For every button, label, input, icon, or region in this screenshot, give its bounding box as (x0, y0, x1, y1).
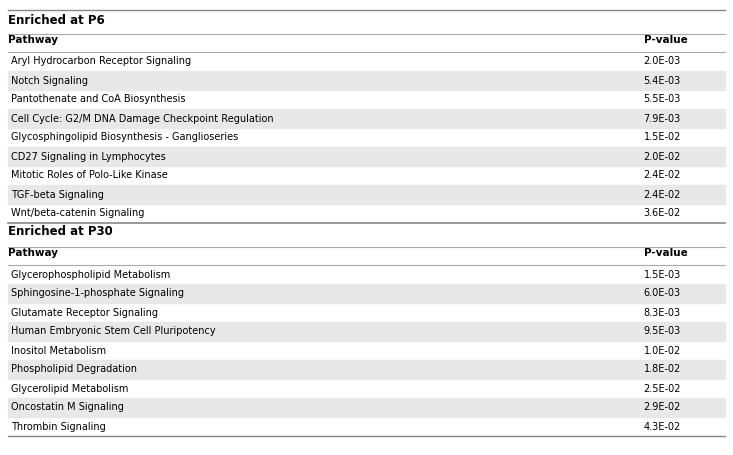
Text: Glycosphingolipid Biosynthesis - Ganglioseries: Glycosphingolipid Biosynthesis - Ganglio… (11, 132, 238, 142)
Text: 6.0E-03: 6.0E-03 (644, 288, 681, 298)
Text: Human Embryonic Stem Cell Pluripotency: Human Embryonic Stem Cell Pluripotency (11, 327, 216, 337)
Bar (8, 322, 725, 341)
Text: 5.4E-03: 5.4E-03 (644, 76, 681, 86)
Bar (8, 71, 725, 90)
Text: Enriched at P30: Enriched at P30 (8, 225, 113, 238)
Bar (8, 109, 725, 128)
Text: Aryl Hydrocarbon Receptor Signaling: Aryl Hydrocarbon Receptor Signaling (11, 56, 191, 66)
Text: 1.5E-02: 1.5E-02 (644, 132, 681, 142)
Text: Enriched at P6: Enriched at P6 (8, 14, 105, 27)
Text: 8.3E-03: 8.3E-03 (644, 308, 681, 318)
Bar (8, 147, 725, 166)
Text: Pantothenate and CoA Biosynthesis: Pantothenate and CoA Biosynthesis (11, 95, 185, 105)
Text: 2.0E-02: 2.0E-02 (644, 152, 681, 162)
Text: Mitotic Roles of Polo-Like Kinase: Mitotic Roles of Polo-Like Kinase (11, 171, 168, 181)
Text: P-value: P-value (644, 35, 688, 45)
Bar (8, 284, 725, 303)
Text: 2.4E-02: 2.4E-02 (644, 171, 681, 181)
Text: P-value: P-value (644, 248, 688, 258)
Text: 5.5E-03: 5.5E-03 (644, 95, 681, 105)
Text: Pathway: Pathway (8, 248, 58, 258)
Text: 1.8E-02: 1.8E-02 (644, 364, 681, 374)
Text: 2.5E-02: 2.5E-02 (644, 384, 681, 394)
Text: 1.0E-02: 1.0E-02 (644, 345, 681, 355)
Bar (8, 360, 725, 379)
Text: Glycerophospholipid Metabolism: Glycerophospholipid Metabolism (11, 269, 170, 279)
Text: Oncostatin M Signaling: Oncostatin M Signaling (11, 403, 124, 413)
Text: Glycerolipid Metabolism: Glycerolipid Metabolism (11, 384, 128, 394)
Text: 3.6E-02: 3.6E-02 (644, 208, 681, 218)
Text: Wnt/beta-catenin Signaling: Wnt/beta-catenin Signaling (11, 208, 144, 218)
Text: 2.4E-02: 2.4E-02 (644, 189, 681, 199)
Bar (8, 185, 725, 204)
Text: 9.5E-03: 9.5E-03 (644, 327, 681, 337)
Text: Sphingosine-1-phosphate Signaling: Sphingosine-1-phosphate Signaling (11, 288, 184, 298)
Text: 4.3E-02: 4.3E-02 (644, 421, 681, 431)
Text: Inositol Metabolism: Inositol Metabolism (11, 345, 106, 355)
Text: Thrombin Signaling: Thrombin Signaling (11, 421, 106, 431)
Text: CD27 Signaling in Lymphocytes: CD27 Signaling in Lymphocytes (11, 152, 166, 162)
Text: TGF-beta Signaling: TGF-beta Signaling (11, 189, 104, 199)
Text: Notch Signaling: Notch Signaling (11, 76, 88, 86)
Text: 2.9E-02: 2.9E-02 (644, 403, 681, 413)
Text: Phospholipid Degradation: Phospholipid Degradation (11, 364, 137, 374)
Text: Glutamate Receptor Signaling: Glutamate Receptor Signaling (11, 308, 158, 318)
Text: Pathway: Pathway (8, 35, 58, 45)
Text: Cell Cycle: G2/M DNA Damage Checkpoint Regulation: Cell Cycle: G2/M DNA Damage Checkpoint R… (11, 113, 273, 123)
Text: 1.5E-03: 1.5E-03 (644, 269, 681, 279)
Bar (8, 398, 725, 417)
Text: 2.0E-03: 2.0E-03 (644, 56, 681, 66)
Text: 7.9E-03: 7.9E-03 (644, 113, 681, 123)
